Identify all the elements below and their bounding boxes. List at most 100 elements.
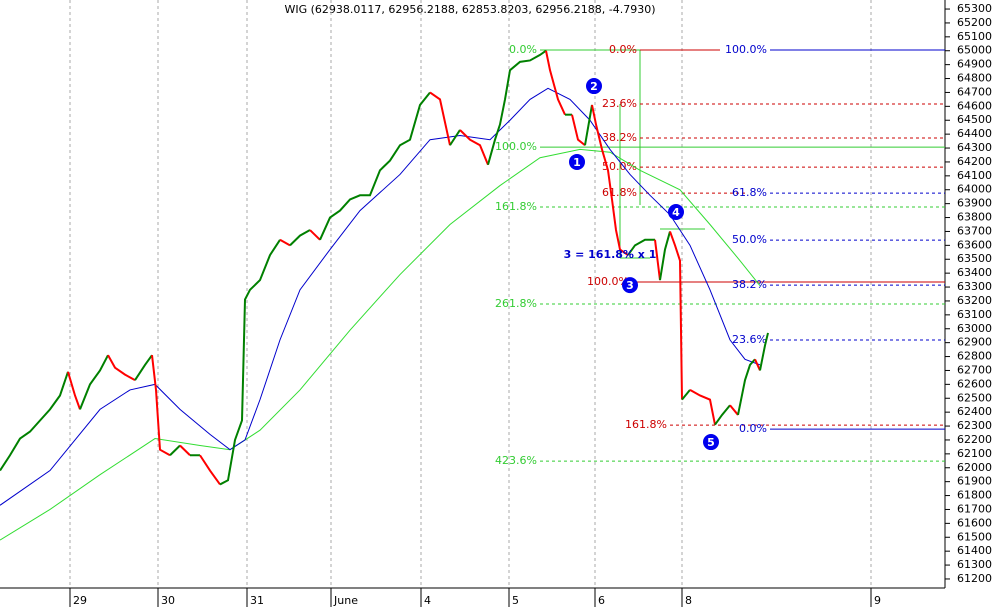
y-tick-label: 64000 <box>957 183 992 196</box>
wave-label: 1 <box>573 156 581 169</box>
y-tick-label: 63100 <box>957 308 992 321</box>
price-line <box>0 371 69 472</box>
fib-label: 100.0% <box>495 140 537 153</box>
x-tick-label: 4 <box>424 594 431 607</box>
wave-marker <box>703 434 719 451</box>
price-line <box>199 454 221 486</box>
y-tick-label: 64800 <box>957 72 992 85</box>
price-line <box>179 444 191 456</box>
price-line <box>654 239 661 281</box>
price-line <box>279 238 291 247</box>
y-tick-label: 65100 <box>957 30 992 43</box>
price-line <box>487 49 547 165</box>
fib-label: 161.8% <box>495 200 537 213</box>
annotation: 3 = 161.8% x 1 <box>564 248 657 261</box>
y-tick-label: 64900 <box>957 58 992 71</box>
y-tick-label: 63300 <box>957 280 992 293</box>
price-line <box>169 444 181 456</box>
y-tick-label: 61700 <box>957 502 992 515</box>
price-line <box>669 231 683 400</box>
y-tick-label: 62900 <box>957 336 992 349</box>
x-tick-label: 5 <box>512 594 519 607</box>
y-tick-label: 63500 <box>957 252 992 265</box>
fib-label: 61.8% <box>732 186 767 199</box>
y-tick-label: 61300 <box>957 558 992 571</box>
y-tick-label: 64300 <box>957 141 992 154</box>
wave-marker <box>622 277 638 294</box>
y-tick-label: 64600 <box>957 99 992 112</box>
price-line <box>591 104 629 256</box>
y-tick-label: 61900 <box>957 475 992 488</box>
price-line <box>681 389 691 401</box>
y-tick-label: 61200 <box>957 572 992 585</box>
wave-label: 2 <box>590 80 598 93</box>
x-tick-label: 29 <box>73 594 87 607</box>
y-tick-label: 63000 <box>957 322 992 335</box>
fib-label: 38.2% <box>602 131 637 144</box>
y-tick-label: 64400 <box>957 127 992 140</box>
x-tick-label: 30 <box>161 594 175 607</box>
y-tick-label: 61800 <box>957 489 992 502</box>
y-tick-label: 61600 <box>957 516 992 529</box>
price-line <box>319 91 431 241</box>
price-line <box>759 332 769 371</box>
y-tick-label: 63800 <box>957 211 992 224</box>
price-line <box>151 355 171 457</box>
price-line <box>584 104 593 146</box>
price-line <box>754 358 761 371</box>
price-line <box>67 371 81 410</box>
fib-label: 0.0% <box>509 43 537 56</box>
price-line <box>134 354 153 381</box>
fib-label: 23.6% <box>602 97 637 110</box>
x-tick-label: 6 <box>598 594 605 607</box>
wave-marker <box>586 78 602 95</box>
y-tick-label: 62300 <box>957 419 992 432</box>
price-line <box>289 229 311 247</box>
y-tick-label: 63900 <box>957 197 992 210</box>
x-tick-label: June <box>333 594 358 607</box>
y-tick-label: 62200 <box>957 433 992 446</box>
fib-label: 50.0% <box>732 233 767 246</box>
y-tick-label: 62600 <box>957 377 992 390</box>
fib-label: 423.6% <box>495 454 537 467</box>
fib-label: 100.0% <box>725 43 767 56</box>
price-line <box>107 354 136 382</box>
y-tick-label: 63200 <box>957 294 992 307</box>
y-tick-label: 62100 <box>957 447 992 460</box>
price-line <box>79 354 109 410</box>
y-tick-label: 65300 <box>957 2 992 15</box>
y-tick-label: 62800 <box>957 350 992 363</box>
y-tick-label: 62400 <box>957 405 992 418</box>
fib-label: 38.2% <box>732 278 767 291</box>
moving-average <box>0 148 761 541</box>
y-tick-label: 64500 <box>957 113 992 126</box>
y-tick-label: 63600 <box>957 238 992 251</box>
x-tick-label: 31 <box>250 594 264 607</box>
y-tick-label: 64200 <box>957 155 992 168</box>
wave-marker <box>569 153 585 170</box>
price-line <box>309 229 321 241</box>
price-line <box>219 239 281 486</box>
y-tick-label: 65200 <box>957 16 992 29</box>
price-line <box>729 404 739 416</box>
y-tick-label: 64700 <box>957 85 992 98</box>
fib-label: 0.0% <box>739 422 767 435</box>
fib-label: 61.8% <box>602 186 637 199</box>
fib-label: 261.8% <box>495 297 537 310</box>
price-line <box>714 404 731 426</box>
wave-marker <box>668 203 684 220</box>
price-line <box>459 129 489 166</box>
chart-title: WIG (62938.0117, 62956.2188, 62853.8203,… <box>284 3 655 16</box>
fib-label: 161.8% <box>625 418 667 431</box>
wave-label: 5 <box>707 436 715 449</box>
price-line <box>449 129 461 146</box>
y-tick-label: 63700 <box>957 224 992 237</box>
fib-label: 100.0% <box>587 275 629 288</box>
price-line <box>545 50 566 116</box>
y-tick-label: 61400 <box>957 544 992 557</box>
wave-label: 3 <box>626 279 634 292</box>
x-tick-label: 9 <box>874 594 881 607</box>
wave-label: 4 <box>672 206 680 219</box>
price-line <box>627 238 655 256</box>
